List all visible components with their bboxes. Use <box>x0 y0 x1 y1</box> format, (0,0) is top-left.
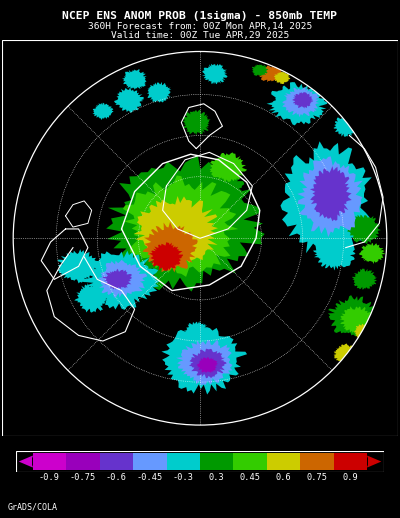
Polygon shape <box>183 321 209 342</box>
Polygon shape <box>354 324 374 340</box>
Text: -0.75: -0.75 <box>70 473 96 482</box>
Polygon shape <box>142 222 198 272</box>
Polygon shape <box>122 69 147 90</box>
Polygon shape <box>252 64 268 76</box>
Polygon shape <box>197 357 218 373</box>
Polygon shape <box>189 349 227 378</box>
Text: GrADS/COLA: GrADS/COLA <box>8 503 58 512</box>
Polygon shape <box>340 306 373 336</box>
Polygon shape <box>328 295 378 337</box>
Polygon shape <box>280 141 372 259</box>
Polygon shape <box>333 343 358 364</box>
Polygon shape <box>210 152 247 182</box>
Polygon shape <box>297 156 363 237</box>
Polygon shape <box>195 164 244 206</box>
Polygon shape <box>103 269 132 290</box>
Bar <box>133 453 166 470</box>
Bar <box>166 453 200 470</box>
Text: 0.3: 0.3 <box>209 473 225 482</box>
Polygon shape <box>258 65 284 82</box>
Polygon shape <box>176 340 232 385</box>
Polygon shape <box>106 155 265 292</box>
Text: 0.9: 0.9 <box>343 473 358 482</box>
Polygon shape <box>57 249 98 283</box>
FancyArrow shape <box>367 455 381 468</box>
Polygon shape <box>313 237 356 270</box>
Polygon shape <box>310 166 352 221</box>
Polygon shape <box>74 283 109 312</box>
FancyArrow shape <box>19 455 33 468</box>
Text: NCEP ENS ANOM PROB (1sigma) - 850mb TEMP: NCEP ENS ANOM PROB (1sigma) - 850mb TEMP <box>62 11 338 21</box>
Bar <box>66 453 100 470</box>
Polygon shape <box>334 116 359 137</box>
Bar <box>300 453 334 470</box>
Text: 0.45: 0.45 <box>240 473 261 482</box>
Polygon shape <box>162 327 247 395</box>
Bar <box>33 453 66 470</box>
Bar <box>267 453 300 470</box>
Text: 0.6: 0.6 <box>276 473 292 482</box>
Text: 360H Forecast from: 00Z Mon APR,14 2025: 360H Forecast from: 00Z Mon APR,14 2025 <box>88 22 312 31</box>
Polygon shape <box>147 82 171 103</box>
Bar <box>334 453 367 470</box>
Polygon shape <box>266 82 327 125</box>
Polygon shape <box>82 251 159 310</box>
Polygon shape <box>98 260 147 297</box>
Polygon shape <box>347 214 381 244</box>
Polygon shape <box>114 87 144 112</box>
Text: -0.9: -0.9 <box>39 473 60 482</box>
Text: -0.6: -0.6 <box>106 473 127 482</box>
Polygon shape <box>359 243 385 264</box>
Polygon shape <box>134 196 218 266</box>
Polygon shape <box>282 87 320 117</box>
Bar <box>234 453 267 470</box>
Polygon shape <box>123 176 238 277</box>
Text: -0.3: -0.3 <box>173 473 194 482</box>
Bar <box>200 453 234 470</box>
Polygon shape <box>352 269 377 290</box>
Polygon shape <box>274 71 290 84</box>
Polygon shape <box>92 103 114 120</box>
Text: -0.45: -0.45 <box>137 473 163 482</box>
Text: 0.75: 0.75 <box>306 473 328 482</box>
Polygon shape <box>183 110 211 135</box>
Polygon shape <box>149 242 183 271</box>
Bar <box>100 453 133 470</box>
Polygon shape <box>202 64 228 84</box>
Polygon shape <box>292 92 313 108</box>
Text: Valid time: 00Z Tue APR,29 2025: Valid time: 00Z Tue APR,29 2025 <box>111 31 289 40</box>
